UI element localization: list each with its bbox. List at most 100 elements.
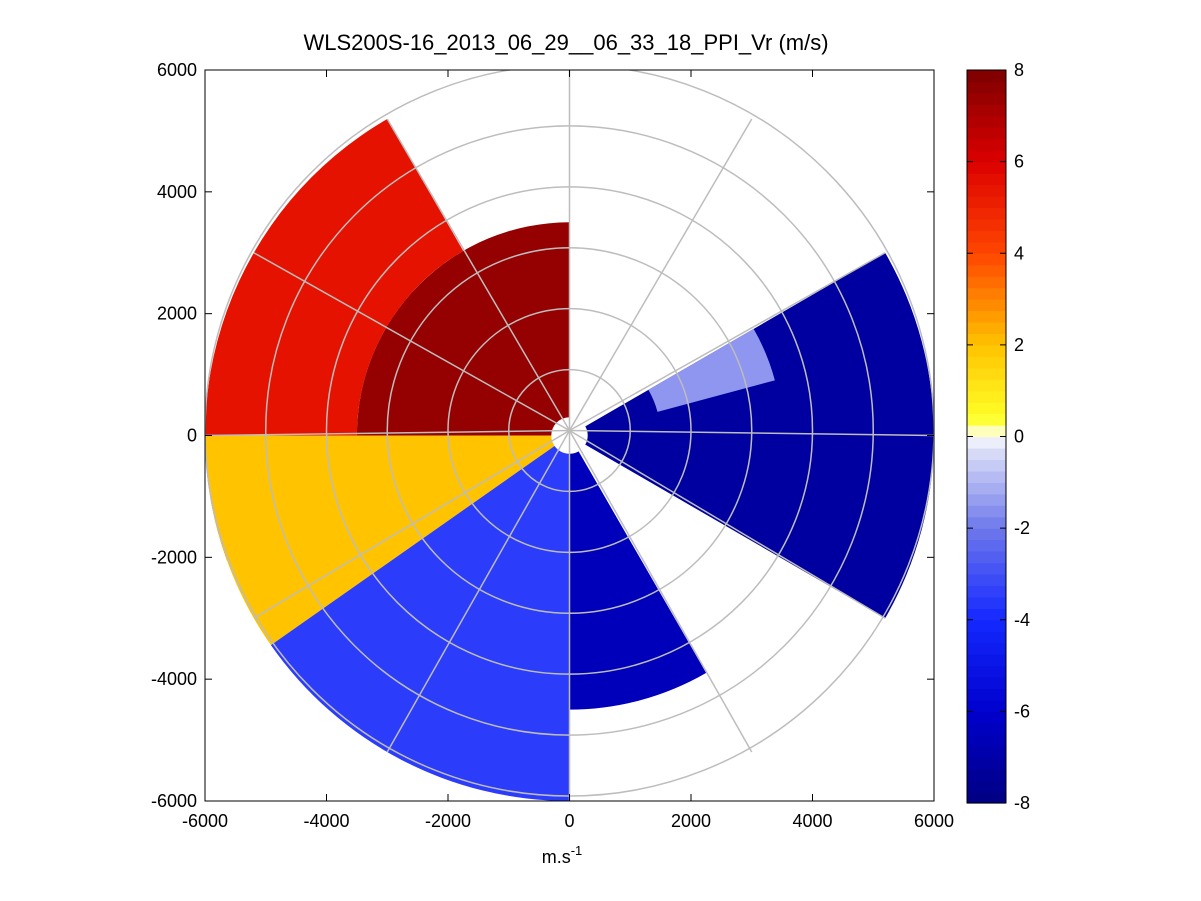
colorbar-band	[967, 631, 1006, 644]
x-tick-label: 0	[564, 811, 574, 831]
x-tick-label: -6000	[182, 811, 228, 831]
y-tick-label: 4000	[157, 182, 197, 202]
colorbar-band	[967, 173, 1006, 186]
colorbar-band	[967, 642, 1006, 655]
colorbar-ticks: 8 6 4 2 0 -2 -4 -6 -8	[967, 60, 1030, 813]
colorbar-band	[967, 264, 1006, 277]
azimuth-spoke-270	[205, 429, 570, 437]
y-tick-label: -2000	[151, 547, 197, 567]
colorbar-band	[967, 413, 1006, 426]
velocity-sector-6	[648, 328, 775, 412]
colorbar-band	[967, 425, 1006, 438]
colorbar-band	[967, 218, 1006, 231]
colorbar-tick-label: 0	[1014, 427, 1024, 447]
colorbar-band	[967, 757, 1006, 770]
colorbar-band	[967, 734, 1006, 747]
colorbar-band	[967, 505, 1006, 518]
y-tick-label: -6000	[151, 791, 197, 811]
colorbar-band	[967, 608, 1006, 621]
colorbar-band	[967, 161, 1006, 174]
colorbar-band	[967, 253, 1006, 266]
colorbar-band	[967, 356, 1006, 369]
colorbar-band	[967, 241, 1006, 254]
colorbar-band	[967, 115, 1006, 128]
x-tick-label: 6000	[914, 811, 954, 831]
y-tick-label: -4000	[151, 669, 197, 689]
colorbar-tick-label: 8	[1014, 60, 1024, 80]
colorbar-band	[967, 184, 1006, 197]
azimuth-spoke-330	[386, 118, 571, 431]
colorbar-band	[967, 562, 1006, 575]
colorbar-band	[967, 379, 1006, 392]
x-tick-label: 2000	[671, 811, 711, 831]
velocity-sectors	[205, 118, 934, 801]
colorbar-band	[967, 287, 1006, 300]
colorbar-band	[967, 791, 1006, 804]
colorbar-tick-label: 4	[1014, 243, 1024, 263]
colorbar-tick-label: 2	[1014, 335, 1024, 355]
axis-ticks: -6000 -4000 -2000 0 2000 4000 6000 -6000 -4000 -2…	[151, 60, 954, 831]
velocity-sector-0	[356, 222, 570, 436]
colorbar-band	[967, 768, 1006, 781]
azimuth-spoke-300	[253, 252, 570, 432]
colorbar-band	[967, 390, 1006, 403]
colorbar-band	[967, 104, 1006, 117]
colorbar: 8 6 4 2 0 -2 -4 -6 -8	[966, 60, 1030, 813]
colorbar-band	[967, 459, 1006, 472]
colorbar-gradient	[967, 70, 1006, 804]
colorbar-band	[967, 276, 1006, 289]
azimuth-spoke-240	[253, 429, 570, 619]
azimuth-spoke-90	[569, 429, 934, 437]
x-axis-label: m.s-1	[542, 843, 583, 867]
plot-area: -6000 -4000 -2000 0 2000 4000 6000 -6000 -4000 -2…	[151, 60, 954, 831]
colorbar-band	[967, 333, 1006, 346]
x-tick-label: -2000	[425, 811, 471, 831]
azimuth-spoke-30	[568, 118, 753, 431]
colorbar-band	[967, 310, 1006, 323]
colorbar-band	[967, 344, 1006, 357]
colorbar-band	[967, 596, 1006, 609]
colorbar-band	[967, 150, 1006, 163]
colorbar-band	[967, 81, 1006, 94]
svg-text:m.s-1: m.s-1	[542, 843, 583, 867]
y-tick-label: 2000	[157, 304, 197, 324]
velocity-sector-5	[585, 252, 934, 619]
colorbar-band	[967, 470, 1006, 483]
colorbar-band	[967, 321, 1006, 335]
colorbar-band	[967, 230, 1006, 243]
colorbar-band	[967, 654, 1006, 667]
colorbar-band	[967, 493, 1006, 506]
colorbar-band	[967, 585, 1006, 598]
colorbar-band	[967, 722, 1006, 735]
colorbar-band	[967, 677, 1006, 690]
chart-title: WLS200S-16_2013_06_29__06_33_18_PPI_Vr (…	[303, 30, 828, 55]
colorbar-band	[967, 780, 1006, 793]
colorbar-band	[967, 665, 1006, 678]
x-tick-label: -4000	[303, 811, 349, 831]
colorbar-tick-label: -2	[1014, 518, 1030, 538]
azimuth-spoke-150	[568, 430, 753, 753]
colorbar-tick-label: 6	[1014, 152, 1024, 172]
colorbar-band	[967, 516, 1006, 529]
colorbar-band	[967, 138, 1006, 151]
x-tick-label: 4000	[792, 811, 832, 831]
colorbar-band	[967, 619, 1006, 632]
y-tick-label: 6000	[157, 60, 197, 80]
colorbar-band	[967, 539, 1006, 552]
azimuth-spoke-120	[569, 429, 886, 619]
colorbar-band	[967, 688, 1006, 701]
azimuth-spoke-60	[569, 252, 886, 432]
colorbar-band	[967, 436, 1006, 449]
colorbar-band	[967, 70, 1006, 83]
colorbar-band	[967, 367, 1006, 380]
colorbar-tick-label: -4	[1014, 610, 1030, 630]
polar-grid	[205, 70, 934, 801]
colorbar-band	[967, 299, 1006, 312]
colorbar-band	[967, 528, 1006, 541]
velocity-sector-4	[569, 451, 707, 710]
colorbar-band	[967, 447, 1006, 461]
colorbar-band	[967, 711, 1006, 724]
colorbar-band	[967, 551, 1006, 564]
colorbar-band	[967, 573, 1006, 586]
